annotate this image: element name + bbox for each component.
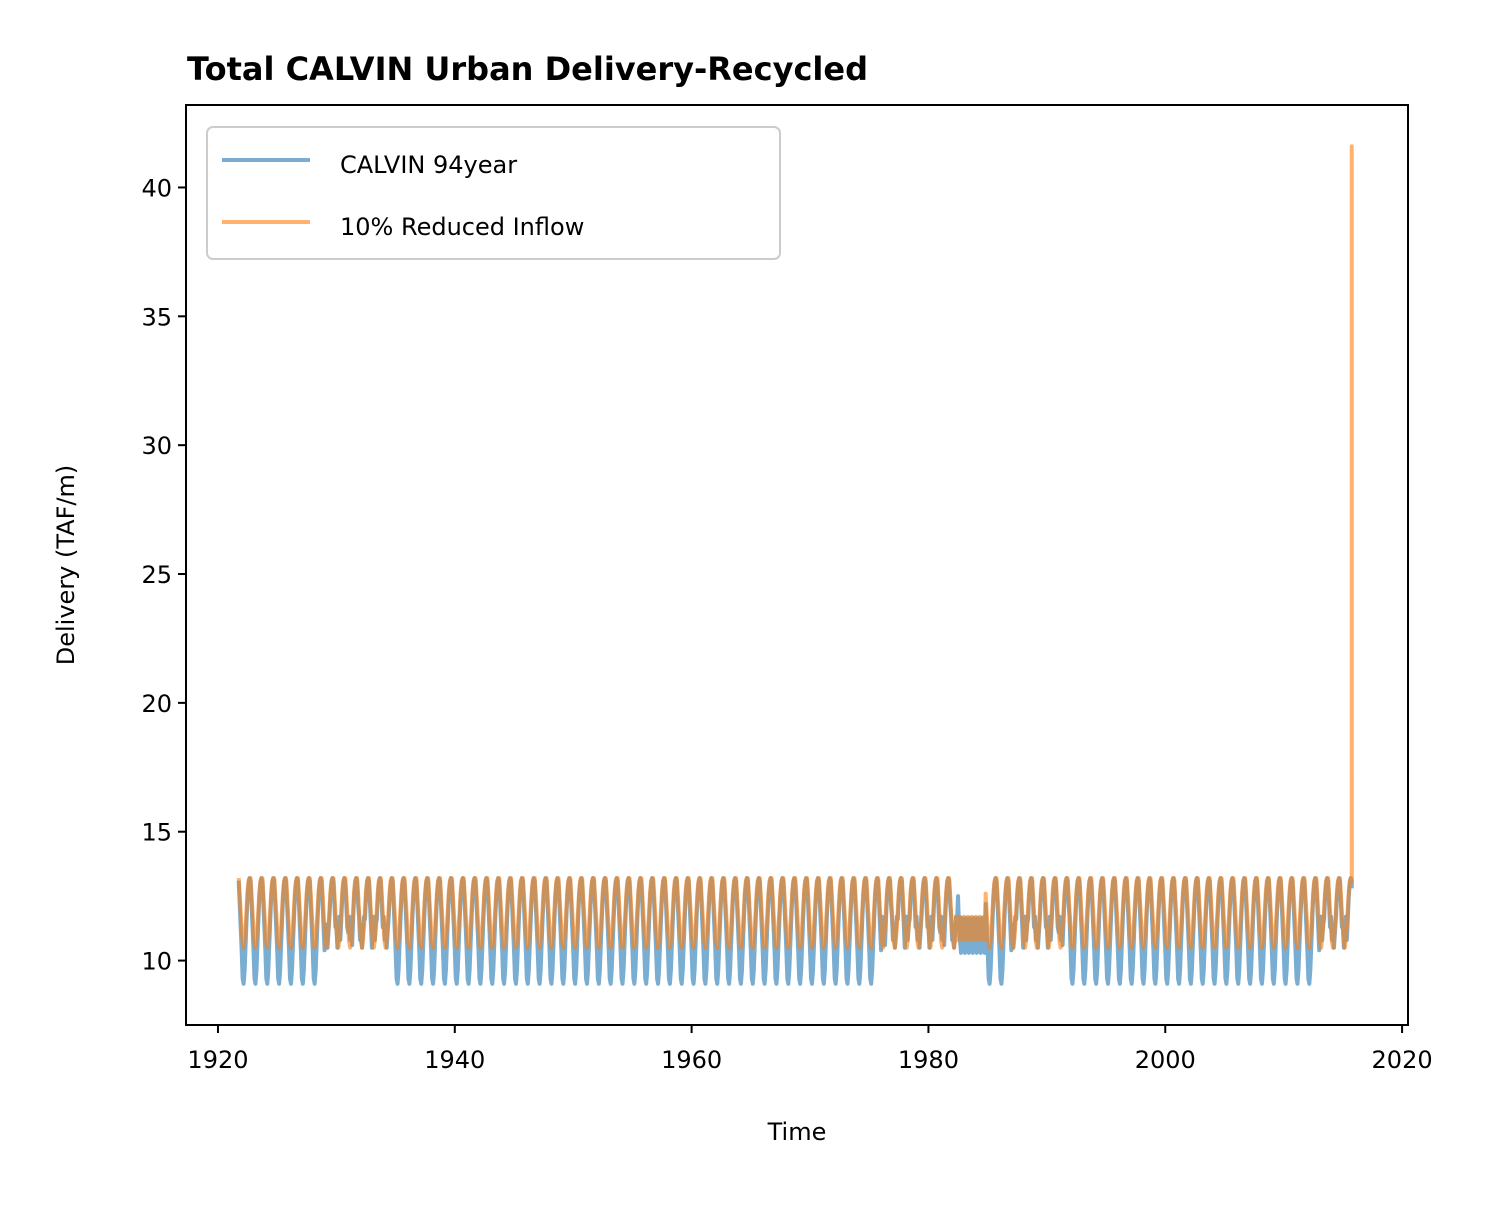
x-tick-label: 1980 [898, 1046, 959, 1074]
legend: CALVIN 94year 10% Reduced Inflow [206, 126, 781, 260]
x-tick-label: 2020 [1372, 1046, 1433, 1074]
legend-box [206, 126, 781, 260]
y-tick-label: 35 [141, 303, 172, 331]
plot-area [236, 144, 1354, 986]
x-axis-label: Time [767, 1118, 827, 1146]
series-line-10pct-reduced-inflow [236, 144, 1354, 950]
y-axis: 10 15 20 25 30 35 40 [141, 174, 186, 976]
y-tick-label: 10 [141, 948, 172, 976]
y-tick-label: 25 [141, 561, 172, 589]
y-tick-label: 20 [141, 690, 172, 718]
x-tick-label: 1920 [187, 1046, 248, 1074]
y-tick-label: 40 [141, 174, 172, 202]
legend-label-10pct-reduced-inflow: 10% Reduced Inflow [340, 213, 584, 241]
x-tick-label: 1940 [424, 1046, 485, 1074]
y-tick-label: 30 [141, 432, 172, 460]
x-tick-label: 1960 [661, 1046, 722, 1074]
legend-label-calvin-94year: CALVIN 94year [340, 151, 517, 179]
series-layer [236, 144, 1354, 986]
plot-frame [185, 104, 1409, 1026]
y-axis-label: Delivery (TAF/m) [52, 465, 80, 665]
x-axis: 1920 1940 1960 1980 2000 2020 [187, 1025, 1433, 1074]
y-tick-label: 15 [141, 819, 172, 847]
chart-title: Total CALVIN Urban Delivery-Recycled [187, 50, 868, 88]
x-tick-label: 2000 [1135, 1046, 1196, 1074]
